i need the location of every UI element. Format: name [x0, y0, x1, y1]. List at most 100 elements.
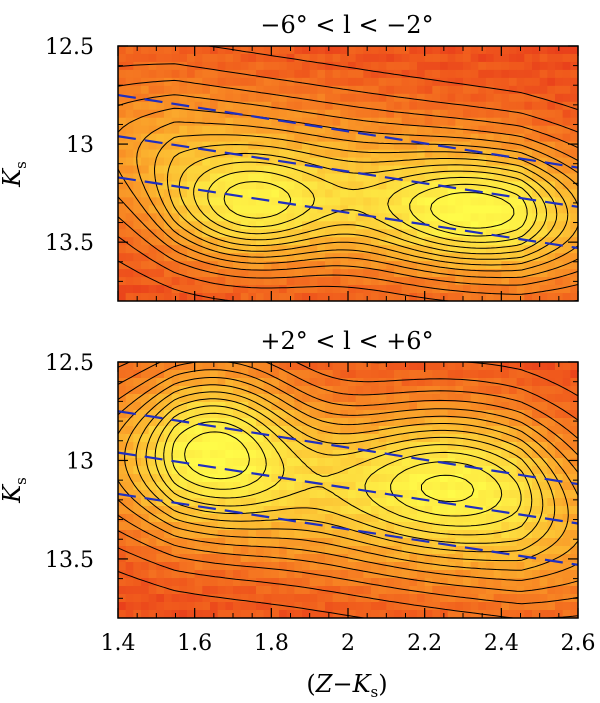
heat-cell — [187, 93, 196, 103]
heat-cell — [532, 133, 541, 143]
heat-cell — [125, 370, 134, 379]
heat-cell — [378, 221, 387, 230]
heat-cell — [179, 514, 188, 523]
heat-cell — [332, 69, 341, 79]
heat-cell — [486, 586, 495, 595]
heat-cell — [118, 253, 127, 262]
heat-cell — [286, 237, 295, 246]
heat-cell — [440, 197, 449, 206]
heat-cell — [240, 474, 249, 483]
heat-cell — [432, 362, 441, 371]
heat-cell — [164, 61, 173, 71]
heat-cell — [164, 213, 173, 222]
heat-cell — [478, 213, 487, 222]
heat-cell — [378, 53, 387, 63]
heat-cell — [417, 610, 426, 618]
heat-cell — [279, 253, 288, 262]
heat-cell — [363, 562, 372, 571]
heat-cell — [463, 570, 472, 579]
heat-cell — [555, 394, 564, 403]
heat-cell — [463, 378, 472, 387]
heat-cell — [447, 285, 456, 294]
heat-cell — [164, 394, 173, 403]
heat-cell — [355, 498, 364, 507]
heat-cell — [256, 546, 265, 555]
heat-cell — [386, 93, 395, 103]
heat-cell — [424, 53, 433, 63]
heat-cell — [156, 269, 165, 278]
heat-cell — [401, 498, 410, 507]
heat-cell — [309, 157, 318, 167]
heat-cell — [179, 490, 188, 499]
heat-cell — [432, 442, 441, 451]
heat-cell — [194, 46, 203, 55]
heat-cell — [417, 61, 426, 71]
heat-cell — [516, 269, 525, 278]
heat-cell — [348, 442, 357, 451]
heat-cell — [570, 237, 578, 246]
heat-cell — [363, 586, 372, 595]
heat-cell — [532, 197, 541, 206]
heat-cell — [570, 362, 578, 371]
heat-cell — [486, 370, 495, 379]
heat-cell — [394, 450, 403, 459]
heat-cell — [424, 562, 433, 571]
heat-cell — [202, 205, 211, 214]
heat-cell — [493, 570, 502, 579]
heat-cell — [447, 197, 456, 206]
heat-cell — [317, 109, 326, 119]
heat-cell — [156, 213, 165, 222]
heat-cell — [210, 530, 219, 539]
heat-cell — [141, 402, 150, 411]
heat-cell — [440, 69, 449, 79]
heat-cell — [394, 69, 403, 79]
heat-cell — [509, 386, 518, 395]
heat-cell — [424, 293, 433, 301]
heat-cell — [118, 610, 127, 618]
heat-cell — [562, 277, 571, 286]
heat-cell — [363, 101, 372, 111]
heat-cell — [501, 109, 510, 119]
heat-cell — [478, 442, 487, 451]
heat-cell — [271, 474, 280, 483]
heat-cell — [194, 538, 203, 547]
heat-cell — [417, 554, 426, 563]
heat-cell — [263, 378, 272, 387]
heat-cell — [378, 277, 387, 286]
heat-cell — [386, 205, 395, 214]
heat-cell — [440, 117, 449, 127]
heat-cell — [532, 394, 541, 403]
heat-cell — [516, 562, 525, 571]
heat-cell — [118, 293, 127, 301]
heat-cell — [539, 378, 548, 387]
heat-cell — [225, 458, 234, 467]
heat-cell — [240, 46, 249, 55]
heat-cell — [355, 69, 364, 79]
heat-cell — [539, 165, 548, 175]
heat-cell — [148, 85, 157, 95]
heat-cell — [463, 610, 472, 618]
heat-cell — [486, 93, 495, 103]
heat-cell — [394, 594, 403, 603]
heat-cell — [401, 418, 410, 427]
heat-cell — [217, 594, 226, 603]
heat-cell — [555, 578, 564, 587]
heat-cell — [509, 546, 518, 555]
heat-cell — [340, 482, 349, 491]
heat-cell — [463, 85, 472, 95]
heat-cell — [539, 474, 548, 483]
heat-cell — [378, 546, 387, 555]
heat-cell — [179, 189, 188, 199]
heat-cell — [424, 490, 433, 499]
heat-cell — [570, 586, 578, 595]
heat-cell — [279, 594, 288, 603]
heat-cell — [240, 125, 249, 135]
heat-cell — [355, 277, 364, 286]
heat-cell — [447, 69, 456, 79]
heat-cell — [478, 594, 487, 603]
heat-cell — [516, 245, 525, 254]
heat-cell — [302, 125, 311, 135]
heat-cell — [302, 253, 311, 262]
heat-cell — [340, 610, 349, 618]
heat-cell — [463, 205, 472, 214]
